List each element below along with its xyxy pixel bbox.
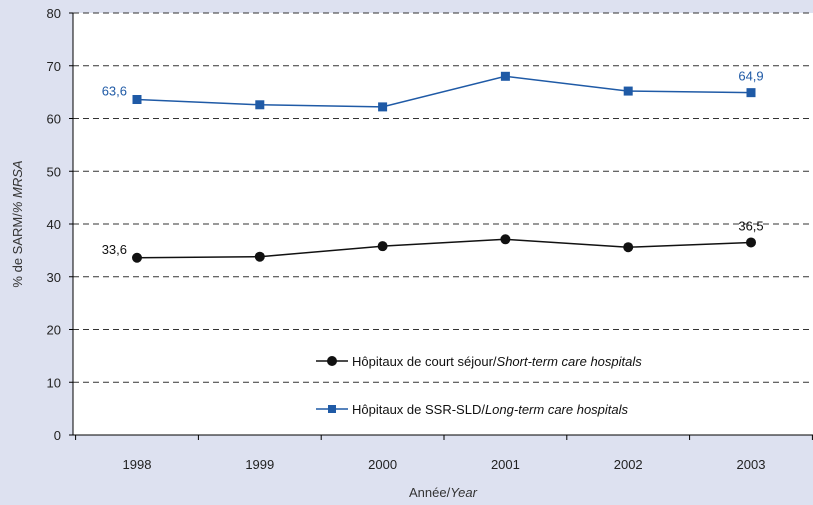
y-tick-label: 60 xyxy=(47,112,61,127)
data-point xyxy=(132,252,142,263)
legend-label-long-term-regular: Hôpitaux de SSR-SLD/ xyxy=(352,402,485,417)
x-tick-label: 2001 xyxy=(491,457,520,472)
y-tick-label: 40 xyxy=(47,217,61,232)
x-axis-title-regular: Année/ xyxy=(409,485,451,500)
data-point xyxy=(255,100,265,110)
y-tick-label: 70 xyxy=(47,59,61,74)
x-tick-label: 1998 xyxy=(123,457,152,472)
legend-label-short-term-regular: Hôpitaux de court séjour/ xyxy=(352,354,497,369)
data-point xyxy=(500,234,511,245)
x-ticks: 1998 1999 2000 2001 2002 2003 xyxy=(75,435,813,472)
x-tick-label: 1999 xyxy=(245,457,274,472)
x-tick-label: 2000 xyxy=(368,457,397,472)
data-point xyxy=(500,71,510,81)
legend-label-long-term: Hôpitaux de SSR-SLD/Long-term care hospi… xyxy=(352,402,629,417)
y-axis-title-italic: % MRSA xyxy=(10,160,25,213)
data-point xyxy=(746,88,756,98)
data-label: 33,6 xyxy=(102,242,127,257)
legend-marker-circle-icon xyxy=(327,356,337,366)
y-tick-label: 10 xyxy=(47,375,61,390)
data-point xyxy=(378,102,388,112)
data-point xyxy=(377,241,388,252)
legend-label-short-term: Hôpitaux de court séjour/Short-term care… xyxy=(352,354,642,369)
series xyxy=(132,71,756,263)
legend-label-long-term-italic: Long-term care hospitals xyxy=(485,402,629,417)
y-tick-label: 50 xyxy=(47,164,61,179)
series-line-0 xyxy=(136,238,752,259)
data-labels: 33,6 36,5 63,6 64,9 xyxy=(102,69,764,257)
data-label: 64,9 xyxy=(738,69,763,84)
y-tick-label: 20 xyxy=(47,323,61,338)
y-tick-label: 80 xyxy=(47,6,61,21)
legend-item-short-term: Hôpitaux de court séjour/Short-term care… xyxy=(316,354,642,369)
data-point xyxy=(623,242,634,253)
x-axis-title-italic: Year xyxy=(450,485,477,500)
series-line-1 xyxy=(136,75,752,108)
data-point xyxy=(746,237,756,248)
x-tick-label: 2003 xyxy=(737,457,766,472)
y-ticks: 0 10 20 30 40 50 60 70 80 xyxy=(47,6,73,443)
legend: Hôpitaux de court séjour/Short-term care… xyxy=(316,354,642,417)
data-point xyxy=(623,86,633,96)
data-point xyxy=(254,251,265,262)
y-axis-title: % de SARM/% MRSA xyxy=(10,160,25,287)
legend-marker-square-icon xyxy=(328,405,336,413)
y-tick-label: 30 xyxy=(47,270,61,285)
grid-lines xyxy=(73,12,813,383)
data-label: 36,5 xyxy=(738,218,763,233)
legend-item-long-term: Hôpitaux de SSR-SLD/Long-term care hospi… xyxy=(316,402,629,417)
x-tick-label: 2002 xyxy=(614,457,643,472)
x-axis-title: Année/Year xyxy=(409,485,478,500)
legend-label-short-term-italic: Short-term care hospitals xyxy=(497,354,643,369)
data-point xyxy=(132,95,142,105)
data-label: 63,6 xyxy=(102,84,127,99)
y-axis-title-regular: % de SARM/ xyxy=(10,213,25,288)
y-tick-label: 0 xyxy=(54,428,61,443)
